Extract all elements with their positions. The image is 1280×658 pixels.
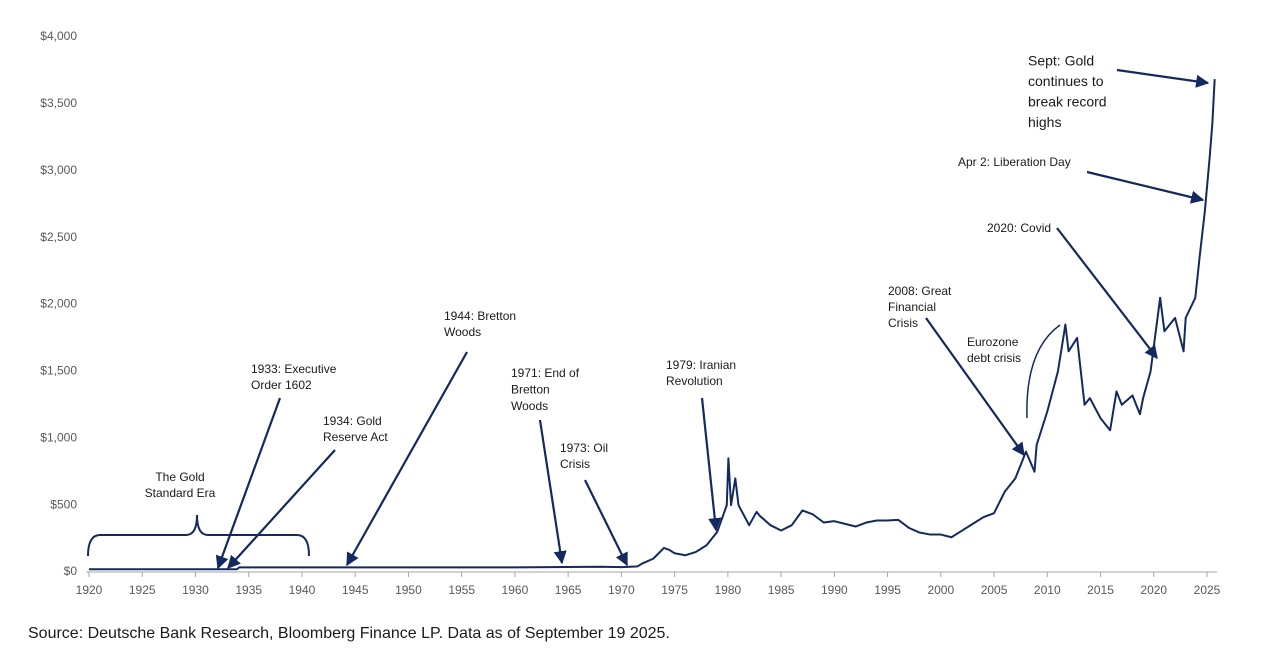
annotation-text: 1979: Iranian — [666, 358, 736, 372]
y-tick-label: $2,500 — [40, 230, 77, 244]
x-tick-label: 1935 — [235, 583, 262, 597]
annotation-text: 1944: Bretton — [444, 309, 516, 323]
x-tick-label: 1955 — [448, 583, 475, 597]
x-tick-label: 1925 — [129, 583, 156, 597]
eurozone-curve — [1026, 324, 1061, 419]
x-tick-label: 2005 — [981, 583, 1008, 597]
x-tick-label: 1920 — [76, 583, 103, 597]
annotation-text: 2020: Covid — [987, 221, 1051, 235]
annotation-text: Crisis — [560, 457, 590, 471]
annotation-text: 1973: Oil — [560, 441, 608, 455]
annotation-text: Sept: Gold — [1028, 53, 1094, 69]
annotation-arrow — [700, 397, 722, 532]
annotation-text: 2008: Great — [888, 284, 952, 298]
annotation-text: Woods — [511, 399, 548, 413]
annotation-arrow — [925, 317, 1025, 457]
annotation-text: 1934: Gold — [323, 414, 382, 428]
annotation-text: debt crisis — [967, 351, 1021, 365]
price-line — [89, 79, 1216, 571]
x-tick-label: 1950 — [395, 583, 422, 597]
y-tick-label: $500 — [50, 497, 77, 511]
annotation-text: highs — [1028, 114, 1061, 130]
annotation-arrow — [584, 479, 628, 567]
x-tick-label: 1930 — [182, 583, 209, 597]
annotation-text: Revolution — [666, 374, 723, 388]
annotation-text: Woods — [444, 325, 481, 339]
annotation-arrow — [215, 397, 282, 570]
x-tick-label: 1980 — [715, 583, 742, 597]
annotation-arrow — [227, 449, 336, 569]
annotation-arrow — [346, 351, 468, 567]
annotation-text: Crisis — [888, 316, 918, 330]
annotation-text: continues to — [1028, 73, 1104, 89]
x-tick-label: 2000 — [927, 583, 954, 597]
annotation-arrow — [1086, 170, 1205, 204]
annotation-text: 1933: Executive — [251, 362, 337, 376]
x-tick-label: 2025 — [1194, 583, 1221, 597]
annotation-text: Financial — [888, 300, 936, 314]
x-tick-label: 2020 — [1140, 583, 1167, 597]
y-tick-label: $2,000 — [40, 297, 77, 311]
annotation-arrow — [538, 419, 567, 565]
x-tick-label: 1960 — [502, 583, 529, 597]
annotation-text: Reserve Act — [323, 430, 388, 444]
x-tick-label: 1995 — [874, 583, 901, 597]
annotation-arrow — [1116, 68, 1210, 88]
x-tick-label: 1940 — [289, 583, 316, 597]
source-note: Source: Deutsche Bank Research, Bloomber… — [28, 625, 670, 642]
y-tick-label: $4,000 — [40, 29, 77, 43]
y-tick-label: $3,000 — [40, 163, 77, 177]
x-tick-label: 1970 — [608, 583, 635, 597]
annotation-text: Standard Era — [145, 486, 216, 500]
annotation-text: Eurozone — [967, 335, 1019, 349]
y-tick-label: $1,500 — [40, 364, 77, 378]
x-tick-label: 2010 — [1034, 583, 1061, 597]
annotation-text: Bretton — [511, 383, 550, 397]
annotation-arrow — [1056, 227, 1158, 360]
era-bracket — [87, 514, 310, 557]
y-tick-label: $0 — [64, 564, 78, 578]
annotation-text: 1971: End of — [511, 366, 580, 380]
annotation-text: break record — [1028, 94, 1107, 110]
x-tick-label: 1945 — [342, 583, 369, 597]
annotation-text: Apr 2: Liberation Day — [958, 155, 1071, 169]
y-tick-label: $3,500 — [40, 96, 77, 110]
x-tick-label: 1990 — [821, 583, 848, 597]
y-tick-label: $1,000 — [40, 430, 77, 444]
annotation-text: Order 1602 — [251, 378, 312, 392]
x-tick-label: 1975 — [661, 583, 688, 597]
x-tick-label: 2015 — [1087, 583, 1114, 597]
annotation-text: The Gold — [155, 470, 204, 484]
x-tick-label: 1965 — [555, 583, 582, 597]
x-tick-label: 1985 — [768, 583, 795, 597]
